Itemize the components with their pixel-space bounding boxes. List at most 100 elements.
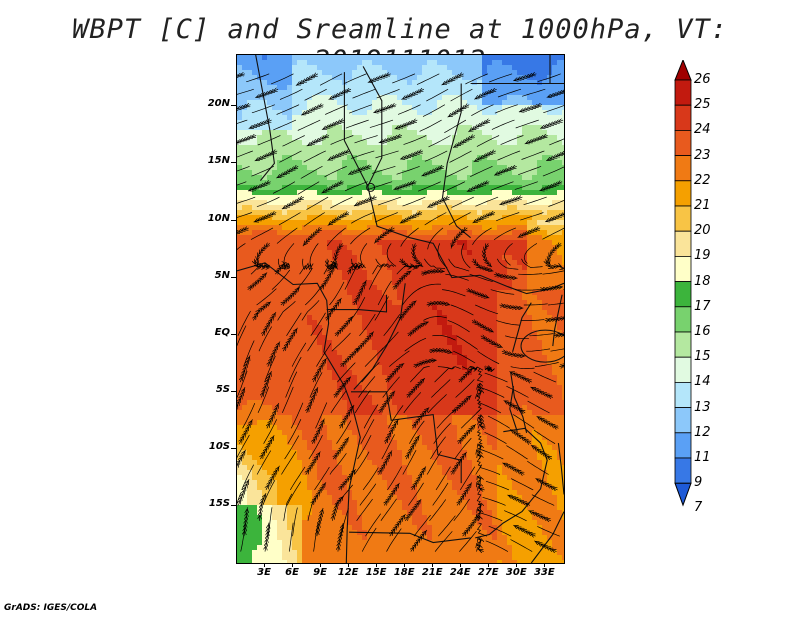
field-cell <box>467 345 473 351</box>
field-cell <box>307 150 313 156</box>
field-cell <box>322 365 328 371</box>
field-cell <box>292 180 298 186</box>
field-cell <box>372 175 378 181</box>
field-cell <box>312 80 318 86</box>
field-cell <box>312 220 318 226</box>
field-cell <box>452 145 458 151</box>
field-cell <box>402 170 408 176</box>
field-cell <box>552 100 558 106</box>
field-cell <box>267 280 273 286</box>
field-cell <box>372 145 378 151</box>
field-cell <box>307 350 313 356</box>
field-cell <box>322 310 328 316</box>
field-cell <box>522 245 528 251</box>
field-cell <box>397 210 403 216</box>
field-cell <box>357 95 363 101</box>
field-cell <box>557 290 563 296</box>
field-cell <box>302 390 308 396</box>
field-cell <box>562 75 564 81</box>
field-cell <box>237 380 243 386</box>
field-cell <box>447 250 453 256</box>
field-cell <box>312 265 318 271</box>
field-cell <box>427 380 433 386</box>
field-cell <box>477 215 483 221</box>
field-cell <box>297 120 303 126</box>
field-cell <box>332 135 338 141</box>
field-cell <box>442 355 448 361</box>
field-cell <box>382 265 388 271</box>
field-cell <box>552 235 558 241</box>
field-cell <box>492 370 498 376</box>
field-cell <box>432 280 438 286</box>
field-cell <box>332 110 338 116</box>
field-cell <box>447 120 453 126</box>
field-cell <box>322 245 328 251</box>
field-cell <box>497 280 503 286</box>
field-cell <box>432 375 438 381</box>
field-cell <box>342 225 348 231</box>
field-cell <box>417 250 423 256</box>
field-cell <box>322 240 328 246</box>
field-cell <box>492 115 498 121</box>
field-cell <box>322 300 328 306</box>
field-cell <box>442 240 448 246</box>
field-cell <box>402 200 408 206</box>
field-cell <box>477 140 483 146</box>
field-cell <box>352 320 358 326</box>
field-cell <box>452 300 458 306</box>
field-cell <box>547 290 553 296</box>
field-cell <box>252 355 258 361</box>
field-cell <box>347 95 353 101</box>
field-cell <box>382 60 388 66</box>
field-cell <box>457 260 463 266</box>
field-cell <box>417 170 423 176</box>
field-cell <box>472 170 478 176</box>
field-cell <box>472 60 478 66</box>
field-cell <box>317 340 323 346</box>
field-cell <box>302 335 308 341</box>
field-cell <box>377 85 383 91</box>
field-cell <box>277 260 283 266</box>
field-cell <box>257 360 263 366</box>
field-cell <box>547 345 553 351</box>
field-cell <box>467 395 473 401</box>
field-cell <box>312 180 318 186</box>
field-cell <box>347 235 353 241</box>
field-cell <box>307 235 313 241</box>
field-cell <box>547 165 553 171</box>
field-cell <box>467 415 473 421</box>
field-cell <box>507 130 513 136</box>
field-cell <box>272 70 278 76</box>
field-cell <box>387 265 393 271</box>
field-cell <box>562 85 564 91</box>
field-cell <box>342 255 348 261</box>
field-cell <box>302 160 308 166</box>
field-cell <box>537 120 543 126</box>
field-cell <box>282 125 288 131</box>
field-cell <box>322 115 328 121</box>
field-cell <box>552 165 558 171</box>
field-cell <box>517 145 523 151</box>
field-cell <box>372 110 378 116</box>
field-cell <box>487 415 493 421</box>
field-cell <box>377 170 383 176</box>
field-cell <box>407 425 413 431</box>
field-cell <box>447 370 453 376</box>
field-cell <box>357 55 363 61</box>
field-cell <box>412 225 418 231</box>
field-cell <box>282 120 288 126</box>
field-cell <box>407 100 413 106</box>
field-cell <box>527 370 533 376</box>
field-cell <box>342 155 348 161</box>
field-cell <box>282 380 288 386</box>
field-cell <box>382 55 388 61</box>
field-cell <box>432 215 438 221</box>
field-cell <box>287 130 293 136</box>
field-cell <box>477 285 483 291</box>
field-cell <box>322 415 328 421</box>
field-cell <box>452 390 458 396</box>
field-cell <box>522 210 528 216</box>
field-cell <box>387 385 393 391</box>
field-cell <box>287 375 293 381</box>
field-cell <box>242 265 248 271</box>
